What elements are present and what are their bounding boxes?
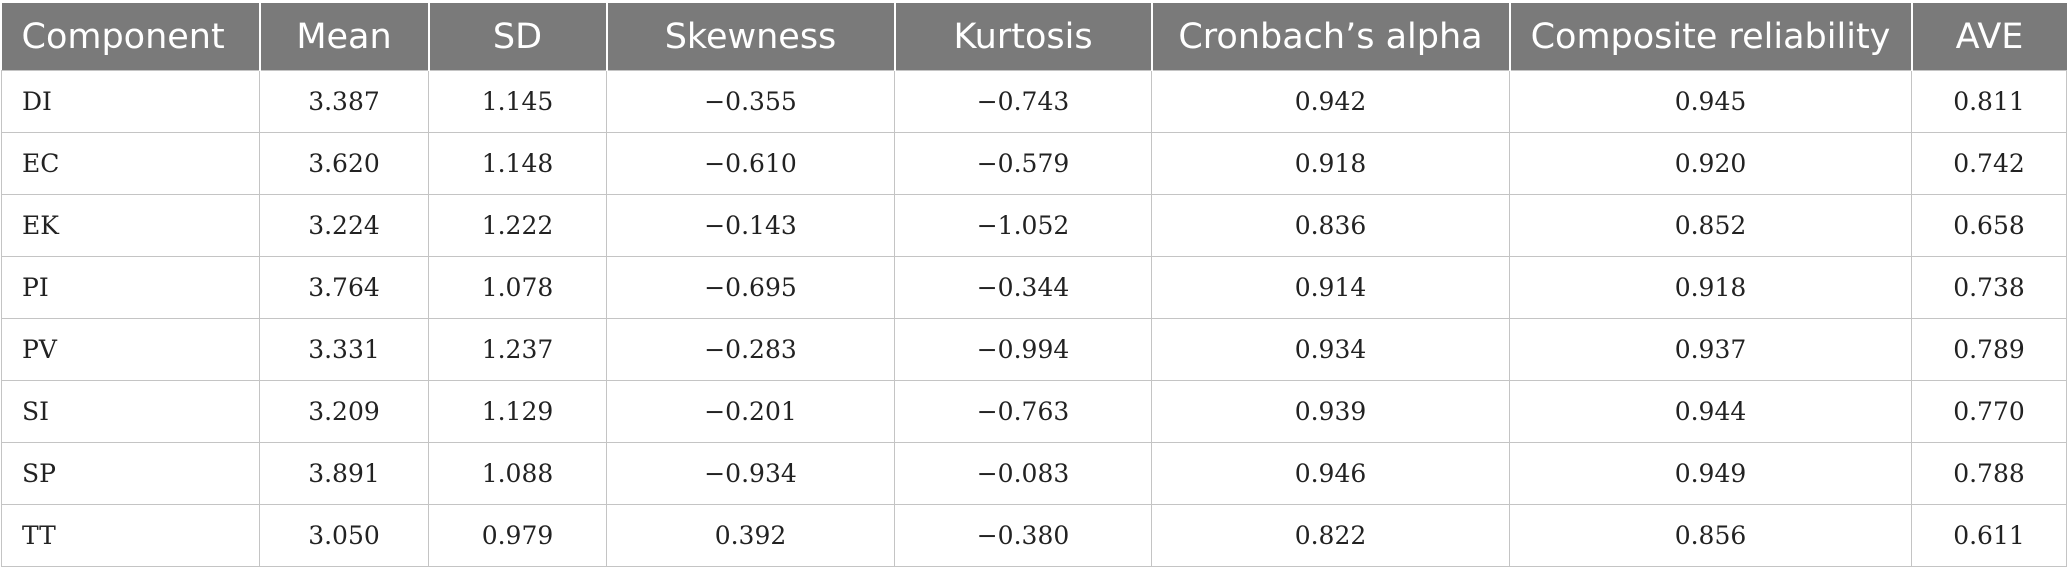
table-row: PV 3.331 1.237 −0.283 −0.994 0.934 0.937 0.789 (1, 318, 2067, 381)
table-cell-sd: 1.078 (428, 256, 607, 319)
header-row: Component Mean SD Skewness Kurtosis Cronbach’… (1, 3, 2067, 71)
table-cell-mean: 3.387 (259, 70, 429, 133)
table-header: Component Mean SD Skewness Kurtosis Cronbach’… (1, 3, 2067, 71)
table-cell-composite-reliability: 0.937 (1509, 318, 1912, 381)
table-cell-mean: 3.620 (259, 132, 429, 195)
table-cell-cronbachs-alpha: 0.914 (1151, 256, 1510, 319)
table-row: SI 3.209 1.129 −0.201 −0.763 0.939 0.944 0.770 (1, 380, 2067, 443)
column-header-sd: SD (427, 3, 608, 71)
row-label-cell: EC (1, 132, 260, 195)
table-cell-kurtosis: −0.083 (894, 442, 1152, 505)
table-cell-kurtosis: −0.763 (894, 380, 1152, 443)
table-cell-mean: 3.209 (259, 380, 429, 443)
column-header-ave: AVE (1910, 3, 2067, 71)
table-cell-sd: 1.088 (428, 442, 607, 505)
table-cell-skewness: −0.143 (606, 194, 895, 257)
table-cell-mean: 3.891 (259, 442, 429, 505)
table-cell-ave: 0.770 (1911, 380, 2067, 443)
row-label-cell: PI (1, 256, 260, 319)
row-label-cell: EK (1, 194, 260, 257)
table-row: PI 3.764 1.078 −0.695 −0.344 0.914 0.918 0.738 (1, 256, 2067, 319)
column-header-kurtosis: Kurtosis (893, 3, 1153, 71)
table-cell-skewness: −0.695 (606, 256, 895, 319)
table-cell-skewness: −0.610 (606, 132, 895, 195)
table-cell-ave: 0.742 (1911, 132, 2067, 195)
table-cell-skewness: −0.355 (606, 70, 895, 133)
row-label-cell: TT (1, 504, 260, 567)
table-cell-mean: 3.224 (259, 194, 429, 257)
table-cell-ave: 0.788 (1911, 442, 2067, 505)
table-cell-kurtosis: −0.743 (894, 70, 1152, 133)
table-cell-skewness: −0.283 (606, 318, 895, 381)
row-label-cell: SI (1, 380, 260, 443)
table-cell-skewness: −0.934 (606, 442, 895, 505)
table-cell-ave: 0.811 (1911, 70, 2067, 133)
table-cell-sd: 0.979 (428, 504, 607, 567)
table-row: TT 3.050 0.979 0.392 −0.380 0.822 0.856 0.611 (1, 504, 2067, 567)
table-cell-cronbachs-alpha: 0.942 (1151, 70, 1510, 133)
table-row: EC 3.620 1.148 −0.610 −0.579 0.918 0.920 0.742 (1, 132, 2067, 195)
statistics-table-container: Component Mean SD Skewness Kurtosis Cronbach’… (0, 3, 2067, 567)
table-cell-cronbachs-alpha: 0.934 (1151, 318, 1510, 381)
table-cell-sd: 1.222 (428, 194, 607, 257)
table-cell-ave: 0.738 (1911, 256, 2067, 319)
table-cell-composite-reliability: 0.852 (1509, 194, 1912, 257)
table-cell-mean: 3.050 (259, 504, 429, 567)
table-cell-mean: 3.764 (259, 256, 429, 319)
table-cell-composite-reliability: 0.918 (1509, 256, 1912, 319)
table-cell-kurtosis: −1.052 (894, 194, 1152, 257)
column-header-composite-reliability: Composite reliability (1508, 3, 1913, 71)
table-cell-composite-reliability: 0.944 (1509, 380, 1912, 443)
table-cell-composite-reliability: 0.920 (1509, 132, 1912, 195)
table-cell-kurtosis: −0.579 (894, 132, 1152, 195)
row-label-cell: PV (1, 318, 260, 381)
table-cell-sd: 1.129 (428, 380, 607, 443)
table-cell-sd: 1.237 (428, 318, 607, 381)
table-row: EK 3.224 1.222 −0.143 −1.052 0.836 0.852 0.658 (1, 194, 2067, 257)
table-cell-sd: 1.148 (428, 132, 607, 195)
table-cell-composite-reliability: 0.856 (1509, 504, 1912, 567)
column-header-cronbachs-alpha: Cronbach’s alpha (1150, 3, 1511, 71)
statistics-table: Component Mean SD Skewness Kurtosis Cronbach’… (1, 3, 2067, 567)
table-cell-composite-reliability: 0.945 (1509, 70, 1912, 133)
table-cell-kurtosis: −0.380 (894, 504, 1152, 567)
column-header-component: Component (1, 3, 261, 71)
table-cell-kurtosis: −0.994 (894, 318, 1152, 381)
column-header-mean: Mean (258, 3, 430, 71)
table-cell-cronbachs-alpha: 0.822 (1151, 504, 1510, 567)
table-cell-ave: 0.658 (1911, 194, 2067, 257)
table-cell-cronbachs-alpha: 0.946 (1151, 442, 1510, 505)
table-cell-skewness: −0.201 (606, 380, 895, 443)
table-row: DI 3.387 1.145 −0.355 −0.743 0.942 0.945 0.811 (1, 70, 2067, 133)
table-cell-cronbachs-alpha: 0.939 (1151, 380, 1510, 443)
table-cell-ave: 0.789 (1911, 318, 2067, 381)
table-cell-composite-reliability: 0.949 (1509, 442, 1912, 505)
table-cell-cronbachs-alpha: 0.836 (1151, 194, 1510, 257)
table-cell-sd: 1.145 (428, 70, 607, 133)
table-row: SP 3.891 1.088 −0.934 −0.083 0.946 0.949 0.788 (1, 442, 2067, 505)
table-cell-ave: 0.611 (1911, 504, 2067, 567)
table-cell-kurtosis: −0.344 (894, 256, 1152, 319)
row-label-cell: DI (1, 70, 260, 133)
table-body: DI 3.387 1.145 −0.355 −0.743 0.942 0.945 0.811 E… (1, 70, 2067, 567)
table-cell-skewness: 0.392 (606, 504, 895, 567)
row-label-cell: SP (1, 442, 260, 505)
table-cell-cronbachs-alpha: 0.918 (1151, 132, 1510, 195)
column-header-skewness: Skewness (605, 3, 896, 71)
table-cell-mean: 3.331 (259, 318, 429, 381)
